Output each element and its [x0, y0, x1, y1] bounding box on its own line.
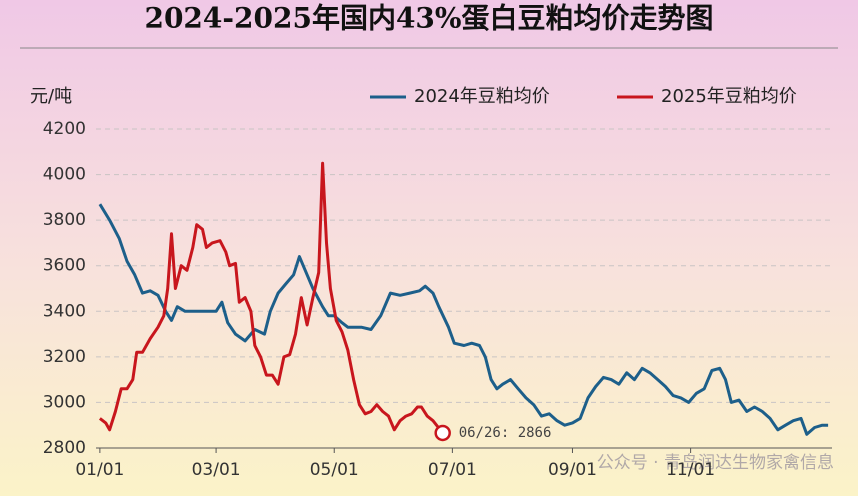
y-tick-label: 3600 [43, 256, 86, 276]
y-tick-label: 3400 [43, 301, 86, 321]
y-tick-label: 4000 [43, 165, 86, 185]
annotation: 06/26: 2866 [459, 425, 552, 441]
legend-label: 2025年豆粕均价 [661, 86, 797, 107]
x-tick-label: 07/01 [428, 460, 477, 480]
series-line [98, 203, 829, 436]
series-line [98, 161, 444, 434]
x-tick-label: 09/01 [548, 460, 597, 480]
y-axis-label: 元/吨 [30, 86, 72, 107]
y-tick-label: 3000 [43, 392, 86, 412]
legend-label: 2024年豆粕均价 [414, 86, 550, 107]
watermark: 公众号 · 青岛润达生物家禽信息 [597, 453, 834, 473]
x-tick-label: 05/01 [310, 460, 359, 480]
y-tick-label: 3800 [43, 210, 86, 230]
x-tick-label: 03/01 [192, 460, 241, 480]
last-point [434, 424, 451, 442]
y-tick-label: 2800 [43, 438, 86, 458]
chart-title: 2024-2025年国内43%蛋白豆粕均价走势图 [144, 2, 713, 35]
y-tick-label: 3200 [43, 347, 86, 367]
x-tick-label: 01/01 [75, 460, 124, 480]
y-tick-label: 4200 [43, 119, 86, 139]
x-tick-label: 11/01 [666, 460, 715, 480]
